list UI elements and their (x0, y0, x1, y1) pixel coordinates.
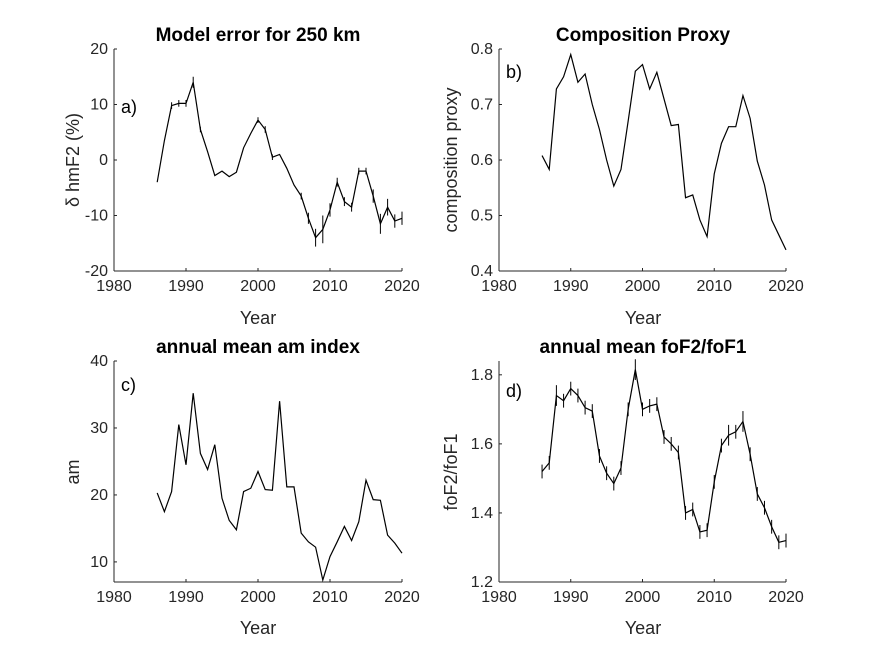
x-tick-label-d: 2010 (696, 589, 732, 606)
x-tick-label-a: 2000 (240, 278, 276, 295)
x-tick-label-d: 1980 (481, 589, 517, 606)
y-tick-label-b: 0.7 (471, 97, 493, 114)
panel-a-ylabel: δ hmF2 (%) (63, 113, 83, 207)
x-tick-label-a: 2010 (312, 278, 348, 295)
panel-c-ylabel: am (63, 459, 83, 484)
x-tick-label-d: 2020 (768, 589, 804, 606)
panel-b-label: b) (506, 62, 522, 82)
panel-a-plot: 1980 1990 2000 2010 2020 -20 -10 0 10 20 (85, 41, 420, 295)
x-tick-label-c: 2000 (240, 589, 276, 606)
x-tick-label-b: 1980 (481, 278, 517, 295)
x-tick-label-c: 2010 (312, 589, 348, 606)
panel-a: Model error for 250 km a) Year δ hmF2 (%… (63, 25, 420, 328)
y-tick-label-b: 0.8 (471, 41, 493, 58)
x-tick-label-b: 2000 (625, 278, 661, 295)
x-tick-label-b: 2020 (768, 278, 804, 295)
panel-d-xlabel: Year (625, 618, 661, 638)
panel-d: annual mean foF2/foF1 d) Year foF2/foF1 … (441, 337, 804, 638)
panel-d-ylabel: foF2/foF1 (441, 433, 461, 510)
x-tick-label-a: 2020 (384, 278, 420, 295)
panel-d-plot: 1980 1990 2000 2010 2020 1.2 1.4 1.6 1.8 (471, 359, 804, 606)
panel-c-plot: 1980 1990 2000 2010 2020 10 20 30 40 (90, 353, 420, 606)
y-tick-label-b: 0.6 (471, 152, 493, 169)
panel-a-title: Model error for 250 km (156, 25, 361, 46)
y-tick-label-d: 1.6 (471, 436, 493, 453)
y-tick-label-c: 30 (90, 420, 108, 437)
panel-a-xlabel: Year (240, 308, 276, 328)
x-tick-label-c: 1980 (96, 589, 132, 606)
y-tick-label-a: 20 (90, 41, 108, 58)
panel-b-plot: 1980 1990 2000 2010 2020 0.4 0.5 0.6 0.7 0.8 (471, 41, 804, 295)
panel-a-label: a) (121, 97, 137, 117)
panel-c-label: c) (121, 375, 136, 395)
panel-c-title: annual mean am index (156, 337, 360, 358)
panel-d-title: annual mean foF2/foF1 (540, 337, 747, 358)
x-tick-label-c: 2020 (384, 589, 420, 606)
x-tick-label-d: 1990 (553, 589, 589, 606)
y-tick-label-d: 1.4 (471, 505, 493, 522)
y-tick-label-c: 20 (90, 487, 108, 504)
panel-c-xlabel: Year (240, 618, 276, 638)
panel-c: annual mean am index c) Year am 1980 1990… (63, 337, 420, 638)
panel-d-label: d) (506, 381, 522, 401)
x-tick-label-c: 1990 (168, 589, 204, 606)
panel-b-title: Composition Proxy (556, 25, 731, 46)
x-tick-label-a: 1980 (96, 278, 132, 295)
x-tick-label-b: 1990 (553, 278, 589, 295)
y-tick-label-a: 0 (99, 152, 108, 169)
panel-b: Composition Proxy b) Year composition pr… (441, 25, 804, 328)
series-line-c (156, 393, 403, 583)
series-line-a (156, 82, 403, 239)
panel-b-xlabel: Year (625, 308, 661, 328)
panel-b-ylabel: composition proxy (441, 87, 461, 232)
y-tick-label-b: 0.5 (471, 208, 493, 225)
y-tick-label-d: 1.8 (471, 367, 493, 384)
y-tick-label-c: 10 (90, 554, 108, 571)
series-line-b (541, 52, 787, 251)
y-tick-label-c: 40 (90, 353, 108, 370)
y-tick-label-a: -10 (85, 208, 108, 225)
x-tick-label-a: 1990 (168, 278, 204, 295)
y-tick-label-d: 1.2 (471, 574, 493, 591)
x-tick-label-b: 2010 (696, 278, 732, 295)
y-tick-label-b: 0.4 (471, 263, 493, 280)
x-tick-label-d: 2000 (625, 589, 661, 606)
y-tick-label-a: 10 (90, 97, 108, 114)
y-tick-label-a: -20 (85, 263, 108, 280)
